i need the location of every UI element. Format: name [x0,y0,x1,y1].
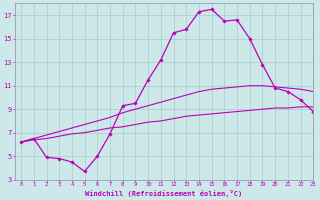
X-axis label: Windchill (Refroidissement éolien,°C): Windchill (Refroidissement éolien,°C) [85,190,243,197]
